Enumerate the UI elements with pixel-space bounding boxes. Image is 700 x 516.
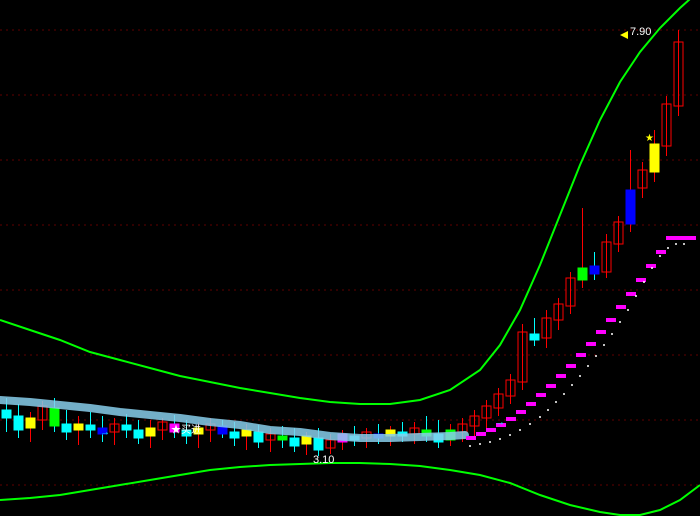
svg-text:★: ★: [645, 133, 654, 144]
buy-marker-label: ★买进: [171, 421, 201, 436]
svg-text:→: →: [495, 417, 505, 428]
high-price-label: 7.90: [630, 26, 651, 38]
svg-text:→: →: [100, 427, 110, 438]
stock-chart: ★ ★ → → 7.90 3.10 ★买进: [0, 0, 700, 516]
chart-canvas: ★ ★ → →: [0, 0, 700, 516]
low-price-label: 3.10: [313, 454, 334, 466]
svg-text:★: ★: [651, 147, 660, 158]
